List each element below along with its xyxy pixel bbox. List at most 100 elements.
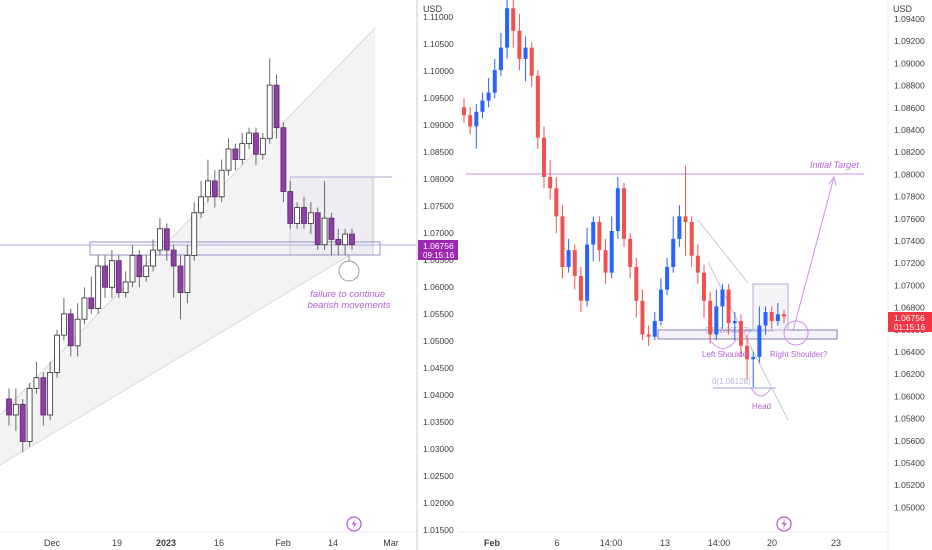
left-candle: [6, 388, 12, 426]
left-candle: [335, 228, 342, 256]
right-candle: [523, 36, 528, 82]
left-x-tick-label: 2023: [156, 538, 176, 548]
left-candle: [198, 180, 204, 219]
right-candle: [702, 264, 706, 318]
right-candle: [757, 306, 762, 363]
channel-lower-line: [0, 239, 376, 466]
left-x-tick-label: Dec: [44, 538, 61, 548]
left-candle: [301, 196, 307, 229]
right-axis-currency: USD: [893, 4, 913, 14]
right-shoulder-label: Right Shoulder?: [770, 350, 828, 359]
right-price-label: 1.08600: [894, 103, 925, 113]
left-candle: [88, 276, 95, 314]
right-price-label: 1.09000: [894, 58, 925, 68]
right-candle: [517, 13, 522, 71]
right-candle: [572, 244, 577, 290]
left-candle: [307, 202, 314, 235]
right-candle: [622, 182, 626, 247]
right-price-label: 1.08800: [894, 81, 925, 91]
right-price-label: 1.08400: [894, 125, 925, 135]
right-candle: [566, 238, 571, 273]
support-band: [89, 241, 381, 256]
left-price-label: 1.10500: [423, 39, 454, 49]
right-price-label: 1.07000: [894, 280, 925, 290]
right-candle: [720, 283, 725, 329]
right-shoulder-box: [752, 283, 789, 331]
left-price-axis[interactable]: 1.11000 1.10500 1.10000 1.09500 1.09000 1.085…: [418, 0, 463, 550]
right-price-axis-bg: [888, 0, 932, 550]
left-candle: [184, 244, 191, 304]
right-candle: [597, 216, 602, 262]
right-candle: [560, 205, 565, 279]
projection-arrow: [792, 176, 835, 332]
right-candle: [615, 177, 620, 239]
right-price-axis[interactable]: 1.09400 1.09200 1.09000 1.08800 1.08600 1.084…: [894, 14, 925, 512]
right-price-label: 1.07400: [894, 236, 925, 246]
left-candle: [102, 255, 108, 298]
left-candle: [253, 127, 259, 165]
left-candle: [287, 180, 294, 229]
left-x-tick-label: 16: [214, 538, 224, 548]
left-x-axis: Dec 19 2023 16 Feb 14 Mar: [44, 538, 399, 548]
left-candle: [157, 218, 163, 256]
left-price-tag-countdown: 09:15:16: [423, 251, 455, 260]
right-candle: [548, 160, 553, 200]
left-candle: [67, 308, 74, 357]
right-candle: [640, 289, 645, 341]
right-x-tick-label: 6: [554, 538, 559, 548]
right-price-label: 1.05600: [894, 436, 925, 446]
right-price-label: 1.09400: [894, 14, 925, 24]
left-candle: [81, 287, 88, 325]
right-candle: [542, 126, 546, 189]
right-x-tick-label: 20: [767, 538, 777, 548]
left-candle: [12, 388, 19, 431]
tradingview-logo-icon[interactable]: [776, 516, 792, 532]
right-candle: [498, 33, 503, 76]
left-candle: [115, 255, 122, 298]
left-price-label: 1.01500: [423, 525, 454, 535]
left-candle: [259, 133, 266, 160]
right-candle: [782, 309, 786, 324]
wedge-lower-line: [707, 261, 789, 421]
right-x-tick-label: 23: [831, 538, 841, 548]
head-label: Head: [752, 402, 771, 411]
left-x-tick-label: 19: [112, 538, 122, 548]
right-price-label: 1.06400: [894, 347, 925, 357]
left-candle: [150, 239, 156, 272]
right-candlesticks: [462, 0, 786, 388]
right-price-label: 1.05400: [894, 458, 925, 468]
right-candle: [591, 216, 596, 262]
left-candle: [321, 180, 328, 251]
right-candle: [769, 306, 774, 329]
left-candle: [294, 202, 301, 229]
left-candle: [95, 255, 102, 314]
right-plot-area[interactable]: Initial Target 0.5(1.06557) 0(1.06128) L…: [462, 0, 864, 532]
right-candle: [628, 233, 633, 279]
right-price-label: 1.07600: [894, 214, 925, 224]
right-price-label: 1.06800: [894, 303, 925, 313]
right-candle: [726, 283, 731, 335]
tradingview-logo-icon[interactable]: [346, 516, 362, 532]
left-price-label: 1.04500: [423, 363, 454, 373]
left-candle: [129, 244, 136, 288]
right-candle: [505, 0, 510, 59]
left-candle: [54, 329, 60, 378]
left-candle: [40, 372, 47, 426]
left-shoulder-arc: [709, 339, 737, 349]
left-candle: [349, 228, 355, 251]
channel-upper-line: [0, 27, 376, 416]
left-shoulder-label: Left Shoulder: [702, 350, 750, 359]
left-price-label: 1.03000: [423, 444, 454, 454]
right-candle: [732, 312, 737, 341]
panel-divider[interactable]: [416, 0, 418, 550]
fib-05-label: 0.5(1.06557): [705, 326, 751, 335]
left-candle: [109, 250, 115, 298]
right-chart-panel[interactable]: 1.11000 1.10500 1.10000 1.09500 1.09000 1.085…: [418, 0, 932, 550]
left-chart-panel[interactable]: failure to continue bearish movements De…: [0, 0, 417, 550]
left-candle: [239, 133, 246, 165]
failure-circle: [338, 260, 360, 282]
head-arc: [750, 387, 772, 397]
left-candle: [211, 170, 218, 208]
right-x-tick-label: 14:00: [600, 538, 623, 548]
